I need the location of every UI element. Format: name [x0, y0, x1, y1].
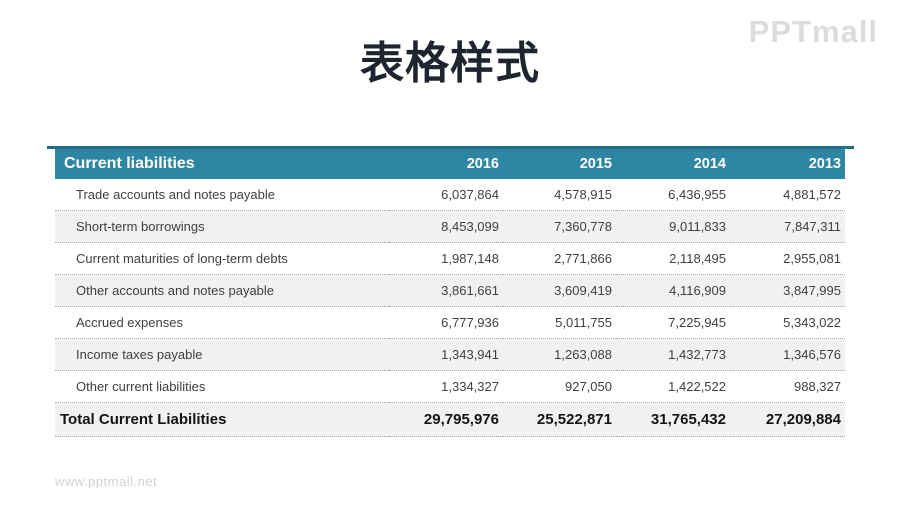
row-value: 1,263,088: [503, 338, 616, 371]
row-value: 1,343,941: [389, 338, 503, 371]
pptmall-logo: PPTmall: [748, 14, 878, 49]
table-row: Accrued expenses 6,777,936 5,011,755 7,2…: [55, 306, 845, 339]
column-header-2014: 2014: [616, 149, 730, 179]
row-value: 988,327: [730, 370, 845, 403]
row-value: 6,436,955: [616, 179, 730, 211]
row-label: Trade accounts and notes payable: [55, 179, 389, 211]
row-value: 7,360,778: [503, 210, 616, 243]
row-value: 1,422,522: [616, 370, 730, 403]
row-value: 1,987,148: [389, 242, 503, 275]
row-value: 3,847,995: [730, 274, 845, 307]
row-label: Income taxes payable: [55, 338, 389, 371]
row-value: 7,847,311: [730, 210, 845, 243]
row-value: 2,955,081: [730, 242, 845, 275]
column-header-2015: 2015: [503, 149, 616, 179]
table-row: Income taxes payable 1,343,941 1,263,088…: [55, 338, 845, 371]
table-row: Trade accounts and notes payable 6,037,8…: [55, 179, 845, 211]
row-label: Current maturities of long-term debts: [55, 242, 389, 275]
row-label: Other current liabilities: [55, 370, 389, 403]
row-value: 1,334,327: [389, 370, 503, 403]
row-label: Accrued expenses: [55, 306, 389, 339]
row-value: 1,432,773: [616, 338, 730, 371]
row-value: 1,346,576: [730, 338, 845, 371]
row-value: 6,037,864: [389, 179, 503, 211]
total-row: Total Current Liabilities 29,795,976 25,…: [55, 402, 845, 437]
row-value: 9,011,833: [616, 210, 730, 243]
table-row: Short-term borrowings 8,453,099 7,360,77…: [55, 210, 845, 243]
column-header-2013: 2013: [730, 149, 845, 179]
row-value: 5,011,755: [503, 306, 616, 339]
total-value: 27,209,884: [730, 402, 845, 437]
row-value: 3,609,419: [503, 274, 616, 307]
total-label: Total Current Liabilities: [55, 402, 389, 437]
liabilities-table: Current liabilities 2016 2015 2014 2013 …: [55, 149, 845, 437]
total-value: 31,765,432: [616, 402, 730, 437]
table-header-row: Current liabilities 2016 2015 2014 2013: [55, 149, 845, 179]
total-value: 29,795,976: [389, 402, 503, 437]
table-row: Other current liabilities 1,334,327 927,…: [55, 370, 845, 403]
table-row: Other accounts and notes payable 3,861,6…: [55, 274, 845, 307]
row-value: 4,578,915: [503, 179, 616, 211]
row-value: 7,225,945: [616, 306, 730, 339]
page-title: 表格样式: [360, 39, 540, 88]
row-value: 5,343,022: [730, 306, 845, 339]
column-header-2016: 2016: [389, 149, 503, 179]
watermark-url: www.pptmall.net: [55, 474, 158, 489]
total-value: 25,522,871: [503, 402, 616, 437]
row-label: Short-term borrowings: [55, 210, 389, 243]
row-value: 8,453,099: [389, 210, 503, 243]
row-value: 927,050: [503, 370, 616, 403]
row-value: 2,118,495: [616, 242, 730, 275]
table-header-title: Current liabilities: [55, 149, 389, 179]
table-row: Current maturities of long-term debts 1,…: [55, 242, 845, 275]
row-label: Other accounts and notes payable: [55, 274, 389, 307]
row-value: 2,771,866: [503, 242, 616, 275]
row-value: 4,116,909: [616, 274, 730, 307]
table-top-accent-line: [47, 146, 854, 149]
row-value: 6,777,936: [389, 306, 503, 339]
row-value: 4,881,572: [730, 179, 845, 211]
row-value: 3,861,661: [389, 274, 503, 307]
